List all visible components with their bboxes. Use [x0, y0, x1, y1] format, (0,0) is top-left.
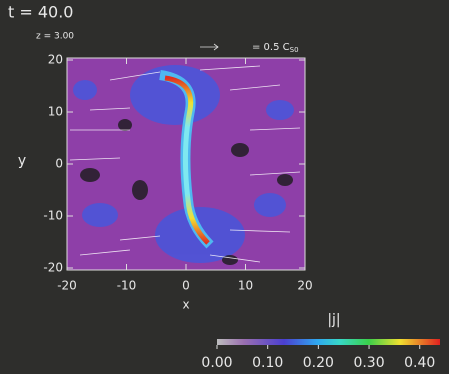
field-dark [231, 143, 249, 157]
annotation: = 0.5 CS0 [252, 42, 299, 54]
velocity-arrows [69, 71, 301, 263]
y-tick-label: -20 [43, 261, 63, 275]
field-blob [82, 203, 118, 227]
arrow-legend-head [213, 43, 219, 51]
field-blob [254, 193, 286, 217]
title: t = 40.0 [8, 3, 73, 22]
x-tick-label: -10 [117, 279, 137, 293]
x-tick-label: -20 [57, 279, 77, 293]
colorbar-tick-label: 0.10 [252, 355, 283, 371]
y-tick-label: 0 [55, 157, 63, 171]
x-tick-label: 0 [182, 279, 190, 293]
colorbar-tick-label: 0.40 [404, 355, 435, 371]
field [66, 57, 306, 271]
field-blob [73, 80, 97, 100]
colorbar-tick-label: 0.00 [201, 355, 232, 371]
field-dark [277, 174, 293, 186]
current-sheet [164, 75, 210, 245]
y-tick-label: -10 [43, 209, 63, 223]
field-dark [132, 180, 148, 200]
x-axis-label: x [182, 298, 189, 312]
subtitle: z = 3.00 [36, 32, 74, 42]
y-tick-label: 20 [48, 53, 63, 67]
field-blob [266, 100, 294, 120]
colorbar-tick-label: 0.20 [303, 355, 334, 371]
field-dark [80, 168, 100, 182]
field-dark [222, 255, 238, 265]
colorbar-label: |j| [327, 312, 340, 328]
x-tick-label: 20 [297, 279, 312, 293]
velocity-arrows [79, 65, 291, 256]
y-tick-label: 10 [48, 105, 63, 119]
colorbar-tick-label: 0.30 [353, 355, 384, 371]
y-axis-label: y [18, 153, 26, 169]
annotation-text: = 0.5 C [252, 42, 290, 53]
field-blob [130, 65, 220, 125]
colorbar [217, 339, 440, 345]
annotation-subscript: S0 [290, 46, 299, 54]
field-dark [118, 119, 132, 131]
x-tick-label: 10 [238, 279, 253, 293]
